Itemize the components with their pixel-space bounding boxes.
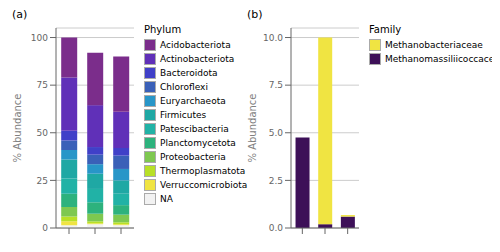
- html-text:Acidobacteriota: Acidobacteriota: [160, 40, 231, 50]
- html-text:Euryarchaeota: Euryarchaeota: [160, 96, 226, 106]
- svg-text:5.0: 5.0: [269, 128, 284, 138]
- html-text:(a): (a): [12, 8, 28, 21]
- html-text:Chloroflexi: Chloroflexi: [160, 82, 208, 92]
- html-text:Thermoplasmatota: Thermoplasmatota: [160, 166, 246, 176]
- html-text:Actinobacteriota: Actinobacteriota: [160, 54, 235, 64]
- html-text:Patescibacteria: Patescibacteria: [160, 124, 229, 134]
- svg-text:7.5: 7.5: [269, 80, 283, 90]
- html-text:Phylum: Phylum: [144, 24, 182, 35]
- svg-text:0: 0: [42, 223, 48, 233]
- html-text:Bacteroidota: Bacteroidota: [160, 68, 218, 78]
- svg-text:0.0: 0.0: [269, 223, 284, 233]
- svg-text:10.0: 10.0: [263, 33, 283, 43]
- svg-text:25: 25: [37, 176, 48, 186]
- html-text:Firmicutes: Firmicutes: [160, 110, 207, 120]
- svg-text:100: 100: [31, 33, 48, 43]
- html-text:Proteobacteria: Proteobacteria: [160, 152, 226, 162]
- html-text:NA: NA: [160, 194, 173, 204]
- html-text:Methanobacteriaceae: Methanobacteriaceae: [385, 40, 483, 50]
- svg-text:% Abundance: % Abundance: [247, 93, 258, 162]
- html-text:Verruccomicrobiota: Verruccomicrobiota: [160, 180, 248, 190]
- svg-text:% Abundance: % Abundance: [12, 93, 23, 162]
- html-text:Planctomycetota: Planctomycetota: [160, 138, 236, 148]
- svg-text:2.5: 2.5: [269, 176, 283, 186]
- html-text:(b): (b): [247, 8, 263, 21]
- svg-text:75: 75: [37, 80, 48, 90]
- html-text:Family: Family: [369, 24, 402, 35]
- svg-text:50: 50: [37, 128, 49, 138]
